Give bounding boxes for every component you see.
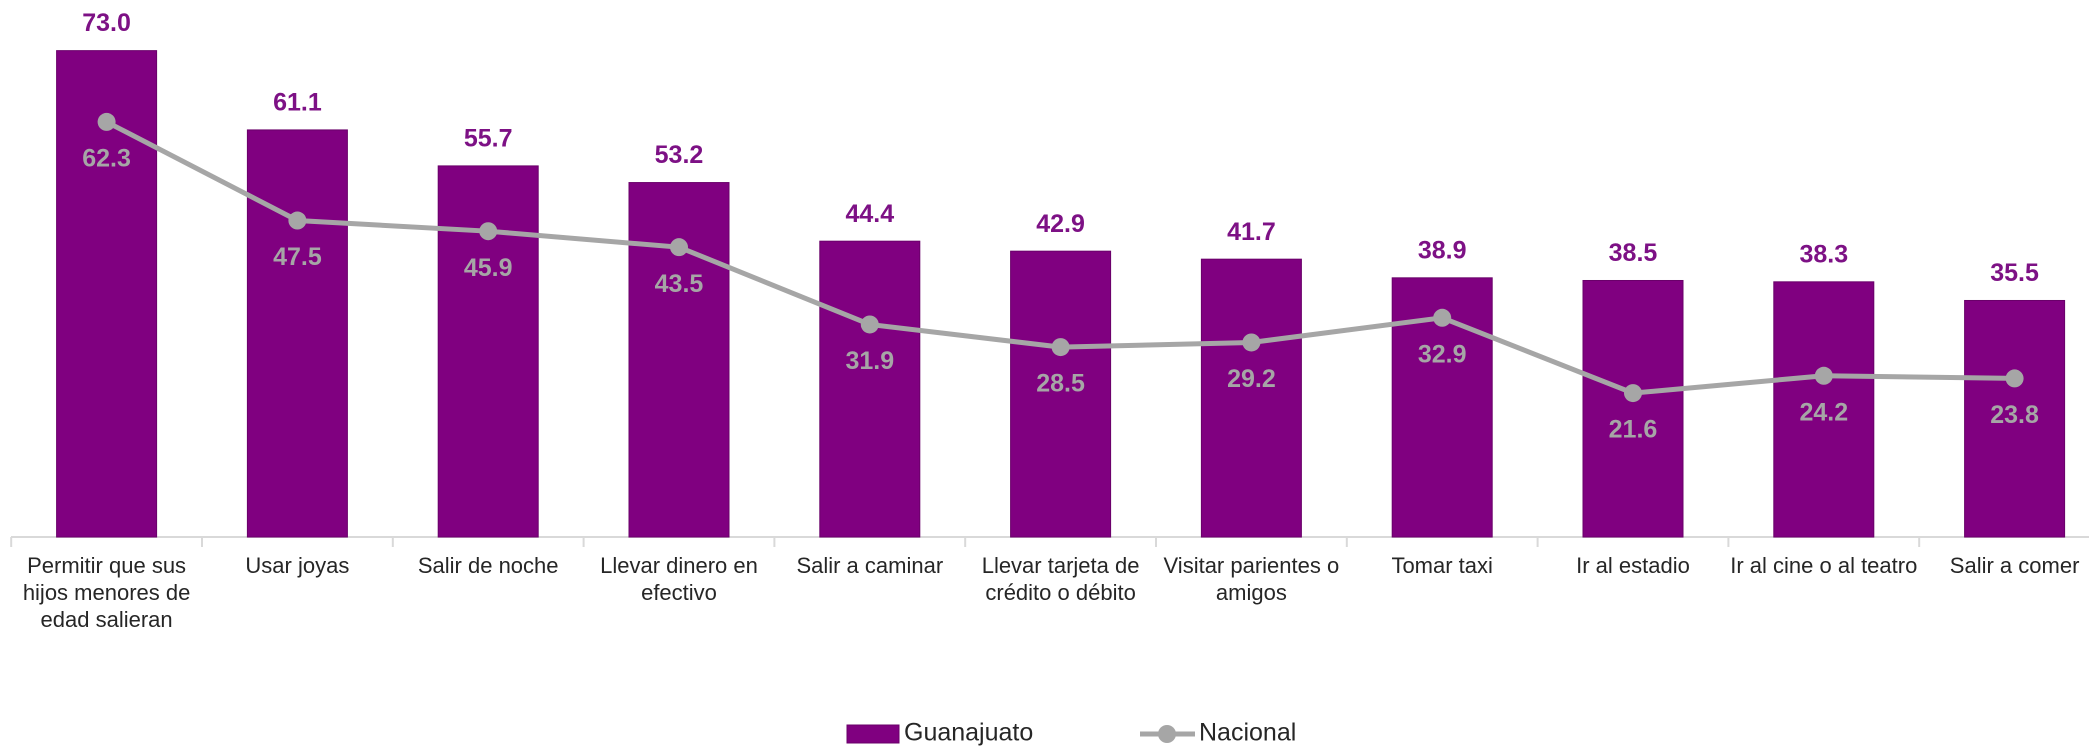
legend-label: Nacional <box>1199 719 1296 747</box>
bar <box>1964 299 2066 538</box>
line-value-label: 24.2 <box>1799 398 1848 426</box>
bar <box>246 129 348 538</box>
bar-value-label: 61.1 <box>273 89 322 117</box>
line-marker <box>1051 338 1070 357</box>
bar-value-label: 38.3 <box>1799 240 1848 268</box>
line-value-label: 45.9 <box>464 254 513 282</box>
bar <box>1582 279 1684 538</box>
line-marker <box>97 112 116 131</box>
bar-value-label: 42.9 <box>1036 210 1085 238</box>
line-marker <box>1242 333 1261 352</box>
x-tick-label: Salir a caminar <box>796 553 944 578</box>
line-value-label: 21.6 <box>1609 416 1658 444</box>
line-value-label: 31.9 <box>845 347 894 375</box>
x-tick-label: Visitar parientes o amigos <box>1163 553 1340 605</box>
bar-value-label: 73.0 <box>82 9 131 37</box>
line-value-label: 29.2 <box>1227 365 1276 393</box>
line-marker <box>1624 384 1642 403</box>
line-value-label: 23.8 <box>1990 401 2039 429</box>
line-marker <box>1433 308 1452 327</box>
x-tick-label: Salir a comer <box>1949 553 2080 578</box>
bar-value-label: 55.7 <box>464 125 513 153</box>
legend-swatch <box>846 724 900 744</box>
line-marker <box>479 222 498 241</box>
line-marker <box>670 238 688 257</box>
x-tick-label: Llevar dinero en efectivo <box>600 553 758 605</box>
line-marker <box>2005 369 2024 388</box>
bar-value-label: 38.9 <box>1418 236 1467 264</box>
bar <box>437 165 539 538</box>
line-value-label: 28.5 <box>1036 370 1085 398</box>
line-marker <box>1814 366 1833 385</box>
bar <box>819 240 921 538</box>
bar-value-label: 35.5 <box>1990 259 2039 287</box>
line-value-label: 43.5 <box>655 270 704 298</box>
line-marker <box>860 315 879 334</box>
x-tick-label: Usar joyas <box>245 553 350 578</box>
x-tick-label: Permitir que sus hijos menores de edad s… <box>22 553 191 632</box>
line-marker <box>288 211 307 230</box>
x-tick-label: Tomar taxi <box>1391 553 1493 578</box>
bar <box>1200 258 1302 538</box>
bar-value-label: 44.4 <box>845 200 894 228</box>
line-value-label: 62.3 <box>82 145 131 173</box>
bar-value-label: 53.2 <box>655 141 704 169</box>
x-tick-label: Ir al estadio <box>1576 553 1690 578</box>
bar <box>56 50 158 538</box>
line-value-label: 32.9 <box>1418 340 1467 368</box>
line-value-label: 47.5 <box>273 243 322 271</box>
bar <box>1010 250 1112 538</box>
legend-label: Guanajuato <box>904 719 1033 747</box>
x-tick-label: Ir al cine o al teatro <box>1730 553 1918 578</box>
x-tick-label: Salir de noche <box>417 553 559 578</box>
bar-value-label: 41.7 <box>1227 218 1276 246</box>
legend-marker <box>1158 725 1176 743</box>
x-tick-label: Llevar tarjeta de crédito o débito <box>981 553 1140 605</box>
bar <box>628 182 730 538</box>
bar <box>1773 281 1875 538</box>
bar-value-label: 38.5 <box>1609 239 1658 267</box>
